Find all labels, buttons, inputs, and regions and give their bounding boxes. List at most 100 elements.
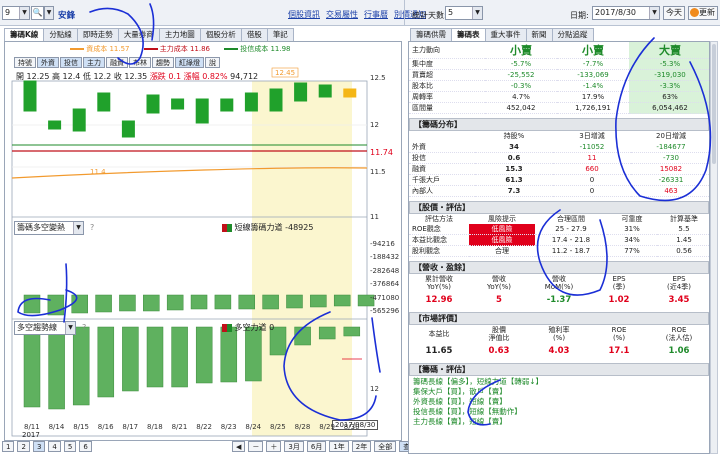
value-cell: 17.1 bbox=[608, 346, 630, 356]
sub1-title: 短線籌碼力道 -48925 bbox=[222, 222, 313, 233]
summary-row: 周轉率 4.7% 17.9% 63% bbox=[409, 91, 709, 103]
chip-bar bbox=[190, 294, 208, 310]
range-6m[interactable]: 6月 bbox=[306, 441, 327, 452]
btn-trend[interactable]: 趨勢 bbox=[152, 57, 174, 68]
candle bbox=[23, 80, 37, 112]
chevron-down-icon[interactable]: ▼ bbox=[65, 322, 75, 334]
candle bbox=[244, 92, 258, 112]
axis-tick: 11 bbox=[370, 213, 379, 221]
page-5[interactable]: 5 bbox=[63, 441, 77, 452]
tab-notes[interactable]: 筆記 bbox=[266, 28, 294, 41]
tab-chip-kline[interactable]: 籌碼K線 bbox=[4, 28, 45, 41]
tab-branch-track[interactable]: 分點追蹤 bbox=[551, 28, 594, 41]
scrollbar-thumb[interactable] bbox=[712, 44, 716, 164]
page-4[interactable]: 4 bbox=[48, 441, 61, 452]
cell: 1.45 bbox=[657, 234, 709, 246]
col-header: 評估方法 bbox=[425, 214, 453, 223]
col-header: 營收 MoM(%) bbox=[544, 275, 574, 291]
axis-tick: -188432 bbox=[370, 253, 400, 261]
tab-big-broker[interactable]: 大量券商 bbox=[117, 28, 160, 41]
row-label: 買賣超 bbox=[409, 69, 485, 81]
tab-realtime[interactable]: 即時走勢 bbox=[76, 28, 119, 41]
chevron-down-icon[interactable]: ▼ bbox=[73, 222, 83, 234]
chip-bar bbox=[357, 294, 375, 307]
refresh-icon bbox=[690, 8, 699, 17]
range-1y[interactable]: 1年 bbox=[329, 441, 349, 452]
row-label: 投信 bbox=[409, 152, 475, 164]
x-tick: 8/29 bbox=[319, 423, 335, 431]
btn-traffic[interactable]: 紅綠燈 bbox=[175, 57, 204, 68]
col-header: EPS (季) bbox=[612, 275, 626, 291]
range-3m[interactable]: 3月 bbox=[284, 441, 304, 452]
cell: -3.3% bbox=[629, 80, 709, 92]
chip-bar bbox=[95, 294, 112, 313]
chip-bar bbox=[23, 294, 41, 314]
chip-eval-line: 集保大戶【買】，散戶【賣】 bbox=[413, 387, 507, 396]
link-price-alert[interactable]: 別價通知 bbox=[394, 10, 426, 19]
range-all[interactable]: 全部 bbox=[374, 441, 397, 452]
tab-stock-analysis[interactable]: 個股分析 bbox=[199, 28, 242, 41]
val-table: 評估方法 風險提示 合理區間 可靠度 計算基準 ROE觀念 低風險 25 - 27.9 31% 5… bbox=[409, 214, 709, 257]
tab-main-map[interactable]: 主力地圖 bbox=[158, 28, 201, 41]
help-icon[interactable]: ? bbox=[82, 323, 87, 332]
tab-borrow[interactable]: 借股 bbox=[240, 28, 268, 41]
col-header: 持股% bbox=[503, 132, 525, 141]
axis-current-price: 11.74 bbox=[370, 148, 393, 157]
sub2-indicator-select[interactable]: 多空趨勢線 ▼ bbox=[14, 321, 76, 335]
cell: 77% bbox=[607, 245, 657, 257]
date-select[interactable]: 2017/8/30 ▼ bbox=[592, 6, 660, 20]
zoom-in-icon[interactable]: ＋ bbox=[266, 441, 282, 452]
zoom-out-icon[interactable]: － bbox=[248, 441, 264, 452]
chevron-down-icon[interactable]: ▼ bbox=[19, 7, 29, 19]
chip-eval-line: 投信長線【買】，短線【無動作】 bbox=[413, 407, 522, 416]
axis-tick: -282648 bbox=[370, 267, 400, 275]
tab-chip-table[interactable]: 籌碼表 bbox=[451, 28, 486, 41]
grid-values: 11.65 0.63 4.03 17.1 1.06 bbox=[409, 343, 709, 359]
cell: -5.7% bbox=[485, 58, 557, 70]
chip-bar bbox=[286, 294, 303, 309]
cell: 11.2 - 18.7 bbox=[535, 245, 607, 257]
tab-branch-line[interactable]: 分點線 bbox=[43, 28, 78, 41]
cell: -11052 bbox=[553, 141, 631, 153]
chevron-down-icon[interactable]: ▼ bbox=[44, 6, 54, 20]
pager: 1 2 3 4 5 6 bbox=[2, 441, 93, 452]
tab-events[interactable]: 重大事件 bbox=[484, 28, 527, 41]
page-6[interactable]: 6 bbox=[79, 441, 92, 452]
refresh-button[interactable]: 更新 bbox=[688, 6, 718, 20]
scrollbar[interactable] bbox=[710, 41, 718, 454]
range-2y[interactable]: 2年 bbox=[351, 441, 372, 452]
row-label: 區間量 bbox=[409, 102, 485, 114]
trend-bar bbox=[245, 326, 262, 382]
btn-foreign[interactable]: 外資 bbox=[37, 57, 59, 68]
candle bbox=[195, 98, 209, 124]
chevron-down-icon[interactable]: ▼ bbox=[472, 7, 482, 19]
help-icon[interactable]: ? bbox=[90, 223, 95, 232]
btn-trust[interactable]: 投信 bbox=[60, 57, 82, 68]
search-icon[interactable]: 🔍 bbox=[31, 6, 44, 20]
link-trade-attr[interactable]: 交易屬性 bbox=[326, 10, 358, 19]
link-calendar[interactable]: 行事曆 bbox=[364, 10, 388, 19]
cell: -7.7% bbox=[557, 58, 629, 70]
chip-bar bbox=[47, 294, 65, 316]
chip-bar bbox=[238, 294, 256, 310]
grid-values: 12.96 5 -1.37 1.02 3.45 bbox=[409, 292, 709, 308]
sub1-indicator-select[interactable]: 籌碼多空變熱 ▼ bbox=[14, 221, 84, 235]
cell: 31% bbox=[607, 224, 657, 235]
col-header: 3日增減 bbox=[579, 132, 605, 141]
page-1[interactable]: 1 bbox=[2, 441, 15, 452]
btn-holdings[interactable]: 持號 bbox=[14, 57, 36, 68]
days-select[interactable]: 5 ▼ bbox=[445, 6, 483, 20]
today-button[interactable]: 今天 bbox=[663, 6, 685, 20]
tab-supply-demand[interactable]: 籌碼供需 bbox=[410, 28, 452, 41]
scroll-left-icon[interactable]: ◀ bbox=[232, 441, 246, 452]
tab-news[interactable]: 新聞 bbox=[525, 28, 553, 41]
chevron-down-icon[interactable]: ▼ bbox=[649, 7, 659, 19]
stock-name-link[interactable]: 安鋒 bbox=[58, 11, 76, 21]
chip-bar bbox=[262, 294, 279, 310]
x-tick: 8/24 bbox=[245, 423, 262, 431]
btn-help[interactable]: 說 bbox=[205, 57, 220, 68]
page-3[interactable]: 3 bbox=[32, 441, 46, 452]
stock-code-select[interactable]: 9 ▼ bbox=[2, 6, 30, 20]
link-stock-info[interactable]: 個股資訊 bbox=[288, 10, 320, 19]
page-2[interactable]: 2 bbox=[17, 441, 30, 452]
